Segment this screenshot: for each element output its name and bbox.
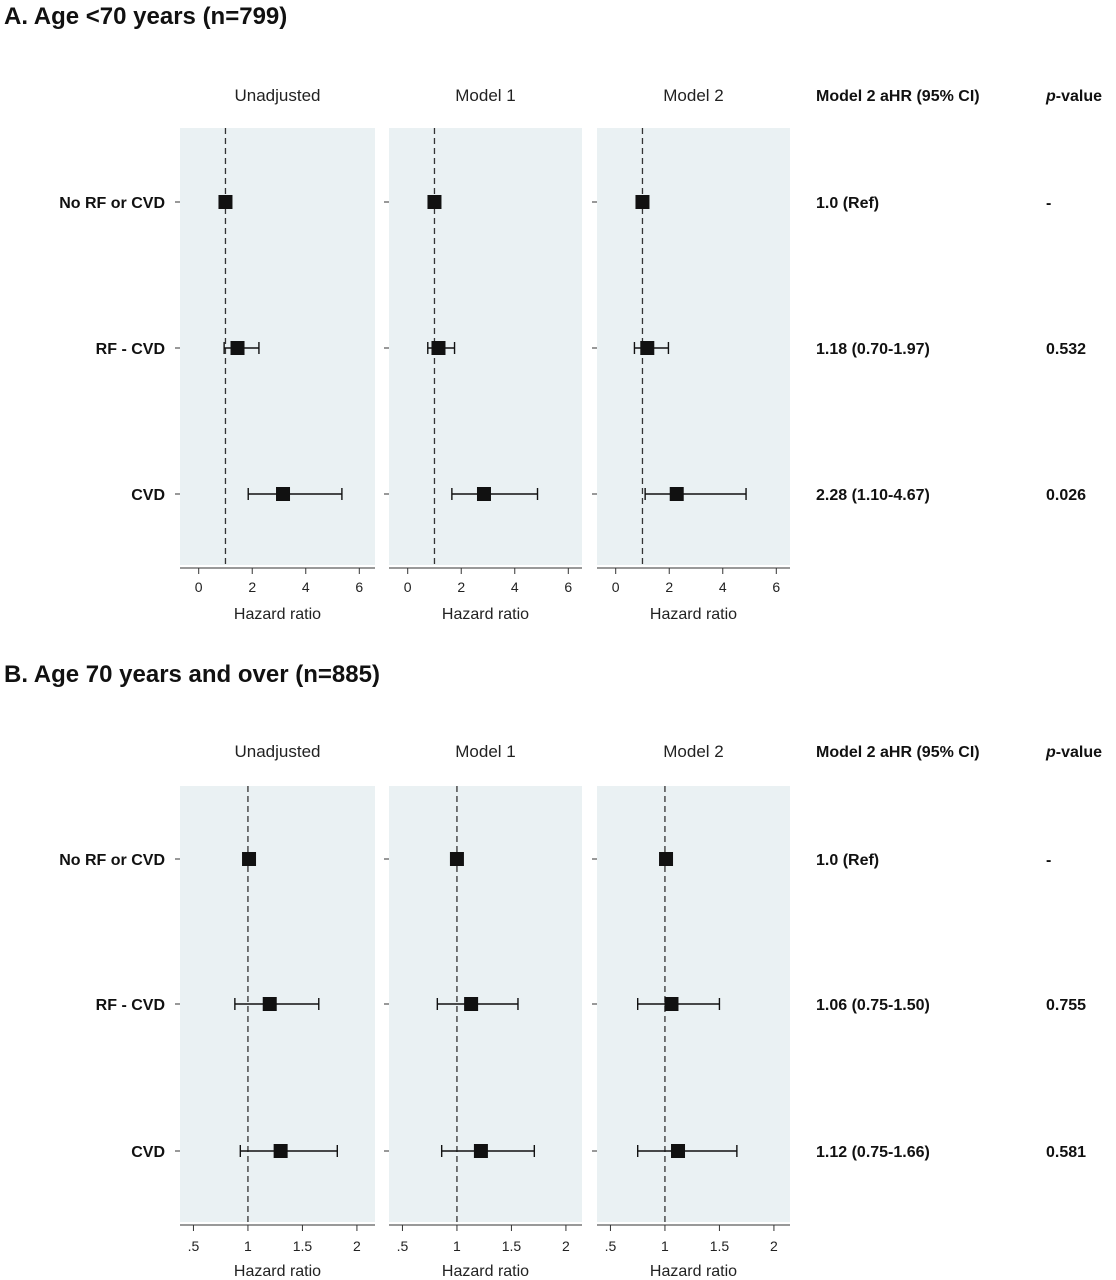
row-label: No RF or CVD [59, 852, 165, 869]
panel-title: Unadjusted [234, 86, 320, 105]
x-tick-label: 1 [453, 1238, 461, 1254]
point-estimate [449, 852, 464, 866]
x-tick-label: 4 [511, 579, 519, 595]
x-tick-label: 1.5 [293, 1238, 313, 1254]
p-rest: -value [1056, 744, 1102, 761]
x-tick-label: 2 [665, 579, 673, 595]
x-axis-label: Hazard ratio [442, 1263, 529, 1280]
point-estimate [664, 997, 679, 1011]
p-italic: p [1045, 88, 1056, 105]
x-tick-label: 2 [562, 1238, 570, 1254]
p-value-cell: 0.581 [1046, 1144, 1086, 1161]
p-italic: p [1045, 744, 1056, 761]
x-tick-label: 6 [355, 579, 363, 595]
table-header-estimate: Model 2 aHR (95% CI) [816, 88, 980, 105]
point-estimate [431, 341, 446, 355]
point-estimate [464, 997, 479, 1011]
point-estimate [635, 195, 650, 209]
x-tick-label: 0 [195, 579, 203, 595]
row-label: No RF or CVD [59, 195, 165, 212]
section-title: B. Age 70 years and over (n=885) [4, 661, 380, 688]
point-estimate [242, 852, 257, 866]
x-axis-label: Hazard ratio [234, 606, 321, 623]
x-tick-label: 4 [302, 579, 310, 595]
p-value-cell: 0.026 [1046, 487, 1086, 504]
panel-title: Model 1 [455, 86, 515, 105]
estimate-cell: 1.12 (0.75-1.66) [816, 1144, 930, 1161]
panel-title: Unadjusted [234, 742, 320, 761]
x-axis-label: Hazard ratio [234, 1263, 321, 1280]
x-tick-label: 6 [564, 579, 572, 595]
x-tick-label: 1 [661, 1238, 669, 1254]
p-value-cell: - [1046, 852, 1051, 869]
p-value-cell: - [1046, 195, 1051, 212]
x-tick-label: 2 [457, 579, 465, 595]
x-tick-label: 0 [612, 579, 620, 595]
panel-title: Model 2 [663, 742, 723, 761]
x-tick-label: 6 [772, 579, 780, 595]
x-tick-label: .5 [397, 1238, 409, 1254]
p-value-cell: 0.755 [1046, 997, 1086, 1014]
point-estimate [276, 487, 291, 501]
point-estimate [671, 1144, 686, 1158]
point-estimate [273, 1144, 288, 1158]
point-estimate [473, 1144, 488, 1158]
x-tick-label: 0 [404, 579, 412, 595]
table-header-p-value: p-value [1045, 744, 1102, 761]
estimate-cell: 2.28 (1.10-4.67) [816, 487, 930, 504]
panel-background [597, 128, 790, 565]
x-tick-label: 2 [770, 1238, 778, 1254]
point-estimate [659, 852, 674, 866]
table-header-p-value: p-value [1045, 88, 1102, 105]
point-estimate [476, 487, 491, 501]
estimate-cell: 1.18 (0.70-1.97) [816, 341, 930, 358]
x-tick-label: 1.5 [502, 1238, 522, 1254]
x-axis-label: Hazard ratio [650, 1263, 737, 1280]
row-label: CVD [131, 1144, 165, 1161]
x-tick-label: 4 [719, 579, 727, 595]
point-estimate [427, 195, 442, 209]
x-tick-label: 2 [353, 1238, 361, 1254]
x-tick-label: 1 [244, 1238, 252, 1254]
point-estimate [262, 997, 277, 1011]
table-header-estimate: Model 2 aHR (95% CI) [816, 744, 980, 761]
point-estimate [669, 487, 684, 501]
point-estimate [640, 341, 655, 355]
x-tick-label: .5 [188, 1238, 200, 1254]
panel-title: Model 1 [455, 742, 515, 761]
x-tick-label: 1.5 [710, 1238, 730, 1254]
x-axis-label: Hazard ratio [442, 606, 529, 623]
p-value-cell: 0.532 [1046, 341, 1086, 358]
section-title: A. Age <70 years (n=799) [4, 3, 287, 30]
point-estimate [230, 341, 245, 355]
row-label: CVD [131, 487, 165, 504]
point-estimate [218, 195, 233, 209]
x-tick-label: .5 [605, 1238, 617, 1254]
row-label: RF - CVD [96, 341, 165, 358]
x-tick-label: 2 [248, 579, 256, 595]
estimate-cell: 1.06 (0.75-1.50) [816, 997, 930, 1014]
estimate-cell: 1.0 (Ref) [816, 852, 879, 869]
p-rest: -value [1056, 88, 1102, 105]
estimate-cell: 1.0 (Ref) [816, 195, 879, 212]
x-axis-label: Hazard ratio [650, 606, 737, 623]
row-label: RF - CVD [96, 997, 165, 1014]
panel-title: Model 2 [663, 86, 723, 105]
